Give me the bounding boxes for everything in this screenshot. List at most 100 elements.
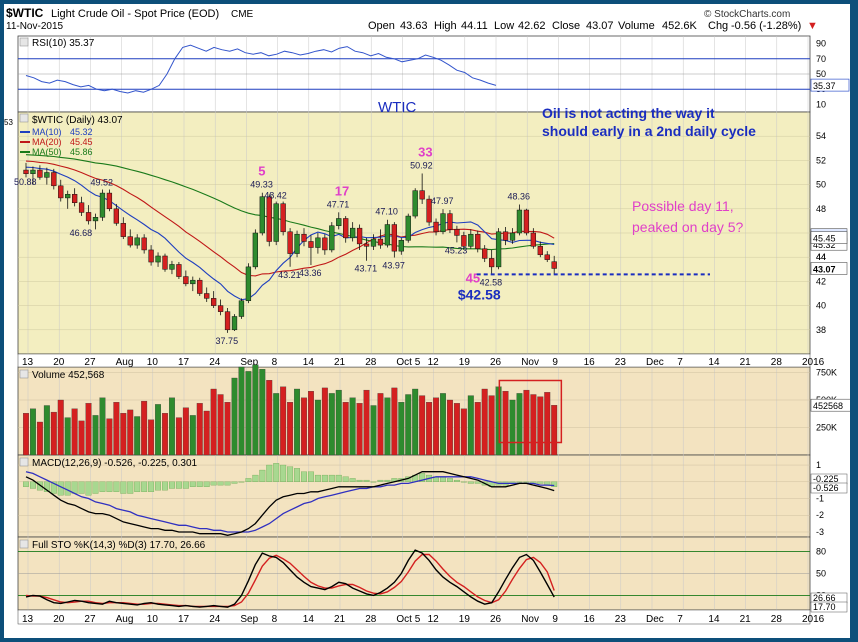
price-point-label: 49.52 bbox=[90, 177, 113, 187]
price-tag-box bbox=[810, 231, 848, 244]
price-point-label: 50.88 bbox=[14, 177, 37, 187]
candle-body bbox=[238, 300, 245, 317]
price-tick-label: 52 bbox=[816, 155, 826, 165]
volume-bar bbox=[301, 397, 307, 456]
x-axis-label-bottom: 12 bbox=[428, 614, 440, 625]
candle-body bbox=[37, 169, 43, 178]
macd-histogram-bar bbox=[453, 479, 460, 482]
candle-body bbox=[363, 243, 370, 247]
candle-body bbox=[51, 172, 57, 187]
volume-legend: Volume 452,568 bbox=[32, 370, 105, 381]
x-axis-label-bottom: 20 bbox=[53, 614, 65, 625]
ma20-line bbox=[25, 160, 555, 277]
volume-bar bbox=[384, 397, 391, 456]
macd-histogram-bar bbox=[224, 481, 231, 486]
volume-bar bbox=[294, 388, 300, 456]
candle-body bbox=[78, 202, 85, 213]
price-tick-label: 54 bbox=[816, 131, 826, 141]
volume-bar bbox=[363, 389, 370, 456]
x-axis-label: 17 bbox=[178, 357, 190, 368]
vol-tick-label: 250K bbox=[816, 423, 837, 433]
macd-histogram-bar bbox=[92, 481, 99, 494]
candle-body bbox=[162, 255, 168, 270]
macd-histogram-bar bbox=[537, 481, 544, 484]
price-tick-label: 38 bbox=[816, 325, 826, 335]
x-axis-label: 27 bbox=[84, 357, 96, 368]
macd-histogram-bar bbox=[120, 481, 127, 494]
volume-bar bbox=[203, 410, 210, 456]
macd-histogram-bar bbox=[71, 481, 78, 494]
volume-bar bbox=[238, 366, 245, 456]
candle-body bbox=[134, 237, 140, 246]
volume-bar bbox=[405, 394, 412, 456]
macd-histogram-bar bbox=[474, 481, 481, 484]
candle-body bbox=[252, 232, 258, 268]
macd-histogram-bar bbox=[245, 478, 252, 482]
volume-bar bbox=[377, 393, 384, 456]
candle-body bbox=[301, 233, 307, 242]
macd-histogram-bar bbox=[307, 471, 314, 482]
candle-body bbox=[509, 232, 516, 241]
x-axis-label-bottom: Nov bbox=[521, 614, 539, 625]
volume-bar bbox=[231, 377, 238, 456]
x-axis-label: 12 bbox=[428, 357, 440, 368]
macd-histogram-bar bbox=[384, 479, 391, 482]
macd-histogram-bar bbox=[99, 481, 106, 492]
candle-body bbox=[106, 192, 113, 210]
volume-bar bbox=[307, 391, 314, 456]
volume-bar bbox=[127, 409, 134, 456]
volume-bar bbox=[328, 393, 335, 456]
x-axis-label-bottom: 8 bbox=[272, 614, 278, 625]
candle-body bbox=[155, 255, 161, 263]
x-axis-label-bottom: 14 bbox=[303, 614, 315, 625]
ma-legend-name: MA(10) bbox=[32, 127, 62, 137]
volume-bar bbox=[217, 394, 224, 456]
macd-histogram-bar bbox=[238, 481, 245, 483]
volume-bar bbox=[516, 393, 523, 456]
macd-histogram-bar bbox=[36, 481, 43, 491]
macd-histogram-bar bbox=[523, 481, 530, 483]
volume-bar bbox=[266, 380, 273, 456]
volume-bar bbox=[148, 419, 155, 456]
x-axis-label: 21 bbox=[334, 357, 346, 368]
candle-body bbox=[245, 266, 252, 302]
macd-histogram-bar bbox=[113, 481, 120, 492]
macd-histogram-bar bbox=[231, 481, 238, 484]
macd-histogram-bar bbox=[349, 478, 356, 482]
candle-body bbox=[495, 231, 502, 268]
rsi-tick-label: 90 bbox=[816, 39, 826, 49]
price-point-label: 42.58 bbox=[480, 277, 503, 287]
x-axis-label-bottom: 13 bbox=[22, 614, 34, 625]
brand-label: © StockCharts.com bbox=[704, 9, 790, 20]
x-axis-label-bottom: 28 bbox=[771, 614, 783, 625]
volume-bar bbox=[349, 397, 356, 456]
macd-histogram-bar bbox=[189, 481, 196, 487]
candle-body bbox=[454, 229, 460, 236]
candle-body bbox=[204, 293, 210, 299]
low-label: Low bbox=[494, 20, 514, 32]
volume-bar bbox=[467, 395, 474, 456]
price-point-label: 43.36 bbox=[299, 268, 322, 278]
candle-body bbox=[343, 218, 349, 239]
rsi-tick-label: 10 bbox=[816, 99, 826, 109]
volume-bar bbox=[419, 395, 426, 456]
candle-body bbox=[468, 233, 474, 247]
macd-tag: -0.526 bbox=[813, 483, 839, 493]
macd-histogram-bar bbox=[467, 481, 474, 484]
macd-histogram-bar bbox=[280, 464, 287, 482]
volume-bar bbox=[280, 386, 287, 456]
candle-body bbox=[197, 279, 203, 294]
candle-body bbox=[176, 264, 182, 277]
symbol-title: $WTIC bbox=[6, 6, 44, 20]
volume-bar bbox=[530, 394, 537, 456]
sto-tag: 17.70 bbox=[813, 602, 836, 612]
volume-bar bbox=[433, 397, 439, 456]
macd-tick-label: 1 bbox=[816, 460, 821, 470]
x-axis-label-bottom: 17 bbox=[178, 614, 190, 625]
price-tag-box bbox=[810, 262, 848, 275]
x-axis-label-bottom: 16 bbox=[584, 614, 596, 625]
x-axis-label: 8 bbox=[272, 357, 278, 368]
price-point-label: 47.71 bbox=[327, 199, 350, 209]
x-axis-label: Sep bbox=[240, 357, 258, 368]
